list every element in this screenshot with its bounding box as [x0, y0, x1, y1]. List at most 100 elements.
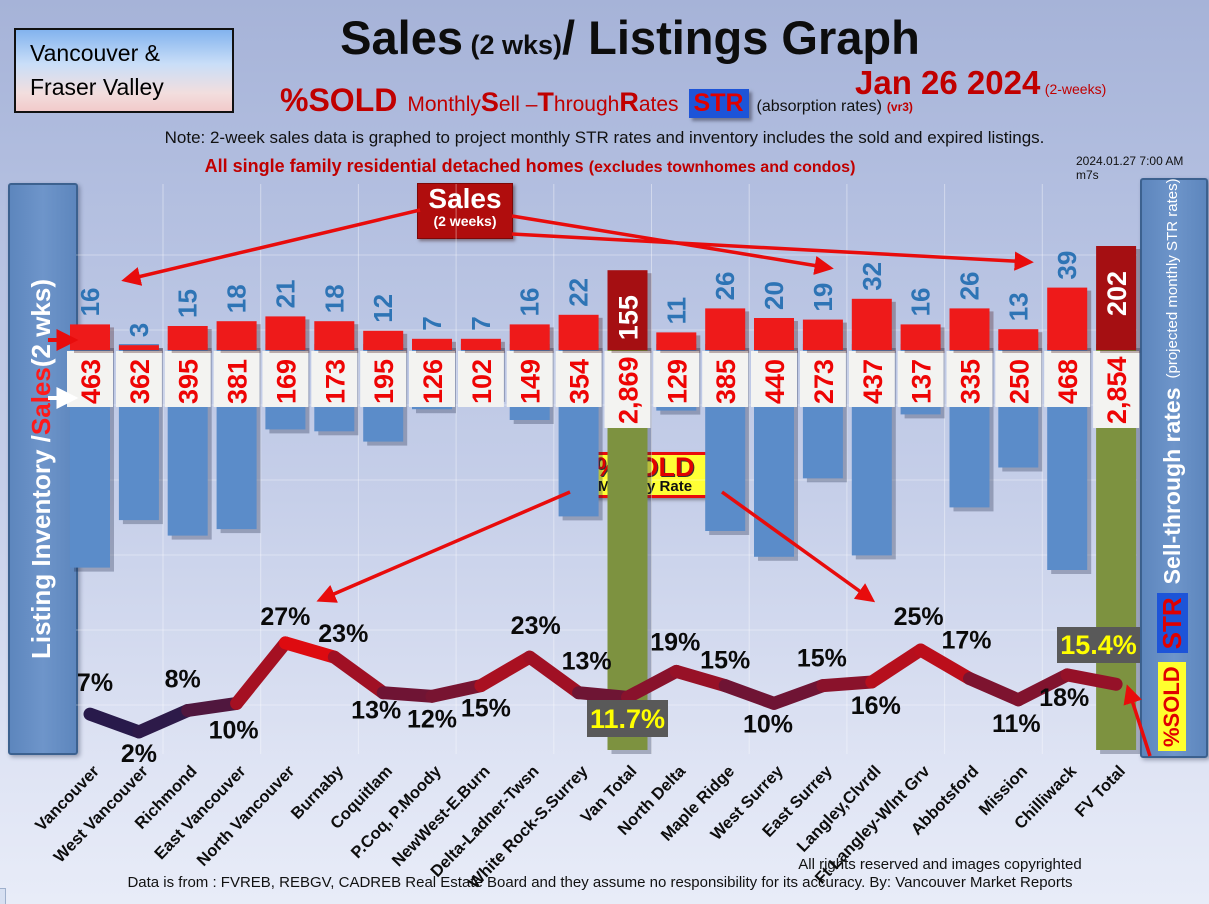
inventory-bar	[318, 348, 359, 436]
sales-bar	[855, 301, 896, 353]
inventory-bar	[851, 344, 892, 556]
sales-bar	[74, 327, 114, 353]
title-main: Sales	[340, 11, 463, 64]
category-label: Abbotsford	[908, 762, 983, 838]
category-label: West Surrey	[707, 762, 787, 844]
sales-bar	[900, 324, 941, 350]
category-label: East Surrey	[759, 762, 836, 841]
str-line-segment	[376, 686, 439, 703]
inventory-value-block	[409, 351, 455, 407]
inventory-bar	[855, 348, 896, 560]
str-chip: STR	[1156, 593, 1188, 654]
inventory-bar	[416, 348, 456, 414]
category-label: North Delta	[614, 762, 689, 839]
inventory-bar	[607, 344, 648, 750]
right-axis-legend: %SOLD STR Sell-through rates (projected …	[1140, 178, 1208, 758]
category-label: Richmond	[132, 762, 201, 833]
category-label: Chilliwack	[1011, 762, 1081, 833]
sales-bar	[705, 308, 746, 350]
edge-sliver	[0, 888, 6, 904]
sales-bar	[802, 319, 843, 350]
sales-callout-box: Sales (2 weeks)	[417, 183, 513, 239]
sales-value-label: 26	[710, 271, 740, 300]
pct-label: 23%	[511, 612, 561, 640]
inventory-bar	[464, 348, 505, 402]
version-tag: (vr3)	[886, 100, 913, 114]
sales-bar	[509, 324, 550, 350]
inventory-bar	[949, 344, 990, 508]
sales-value-label: 7	[417, 316, 447, 330]
pct-label: 19%	[650, 628, 700, 656]
sales-value-label: 155	[614, 295, 644, 340]
sales-bar	[1051, 290, 1092, 353]
category-label: West Vancouver	[50, 762, 152, 866]
inventory-bar	[705, 344, 746, 531]
inventory-value-block	[604, 351, 651, 428]
sales-bar	[167, 326, 208, 350]
inventory-value-label: 354	[565, 359, 595, 404]
sales-bar	[949, 308, 990, 350]
str-badge: STR	[688, 89, 749, 118]
category-label: Van Total	[577, 762, 640, 826]
str-line-segment	[132, 704, 195, 739]
inventory-bar	[118, 344, 159, 521]
inventory-value-label: 437	[858, 359, 888, 404]
inventory-bar	[656, 344, 697, 411]
str-line-segment	[1011, 668, 1074, 707]
str-line-segment	[1060, 668, 1123, 691]
inventory-bar	[611, 348, 652, 754]
inventory-value-label: 102	[467, 359, 497, 404]
sales-value-label: 21	[270, 279, 300, 308]
pct-label: 11%	[992, 710, 1041, 738]
sales-bar	[216, 321, 257, 350]
str-line-segment	[816, 675, 879, 693]
sales-bar	[754, 318, 794, 350]
inventory-value-label: 173	[320, 359, 350, 404]
inventory-bar	[167, 344, 208, 536]
inventory-bar	[758, 348, 798, 561]
title-mid: (2 wks)	[463, 30, 563, 60]
inventory-bar	[1100, 348, 1141, 754]
sales-value-label: 32	[857, 262, 887, 291]
total-rate-box	[587, 700, 668, 737]
inventory-value-label: 126	[418, 359, 448, 404]
str-line-segment	[914, 643, 976, 685]
inventory-value-label: 2,869	[614, 356, 644, 424]
sales-bar	[314, 321, 355, 350]
inventory-bar	[216, 344, 257, 530]
inventory-value-block	[555, 351, 602, 407]
category-label: FV Total	[1072, 762, 1129, 820]
absorption-note: (absorption rates)	[756, 98, 882, 115]
note-line: Note: 2-week sales data is graphed to pr…	[164, 128, 1045, 147]
str-line-segment	[181, 696, 244, 717]
sales-bar	[904, 327, 945, 353]
pct-label: 25%	[894, 603, 944, 631]
str-line-segment	[669, 664, 732, 693]
pct-sold-text: %SOLD	[280, 82, 398, 118]
inventory-bar	[367, 348, 408, 446]
category-label: NewWest-E.Burn	[389, 762, 494, 870]
total-rate-label: 15.4%	[1060, 630, 1137, 660]
region-box: Vancouver & Fraser Valley	[14, 28, 234, 113]
inventory-value-block	[897, 351, 944, 407]
sales-bar	[1002, 332, 1043, 353]
inventory-bar	[806, 348, 847, 483]
str-line-segment	[718, 679, 781, 710]
source-note: Data is from : FVREB, REBGV, CADREB Real…	[127, 874, 1073, 891]
pct-label: 10%	[743, 710, 793, 738]
str-line-segment	[572, 686, 634, 704]
inventory-value-label: 362	[125, 359, 155, 404]
pct-label: 8%	[165, 666, 201, 694]
str-line-segment	[865, 643, 928, 689]
annotation-arrow	[511, 232, 1034, 271]
inventory-value-block	[457, 351, 504, 407]
pct-sold-chip: %SOLD	[1158, 662, 1186, 751]
category-label: Maple Ridge	[658, 762, 738, 844]
inventory-value-label: 335	[956, 359, 986, 404]
region-line1: Vancouver &	[30, 40, 160, 67]
str-line-segment	[278, 636, 341, 664]
inventory-bar	[904, 348, 945, 419]
sales-bar	[611, 273, 652, 353]
